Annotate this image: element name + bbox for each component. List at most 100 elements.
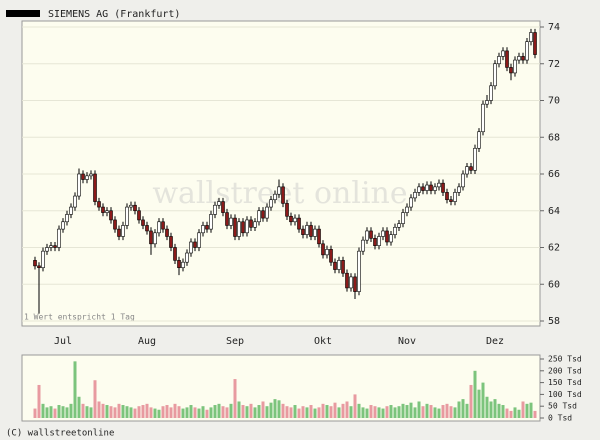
volume-bar [377, 407, 381, 418]
candle-body [365, 230, 369, 241]
candle-body [313, 228, 317, 237]
volume-bar [85, 406, 89, 418]
volume-bar [489, 401, 493, 418]
volume-bar [277, 400, 281, 418]
volume-bar [41, 403, 45, 418]
volume-bar [349, 406, 353, 418]
volume-bar [345, 401, 349, 418]
volume-bar [521, 401, 525, 418]
volume-bar [253, 407, 257, 418]
candle-body [97, 201, 101, 208]
y-tick-label: 66 [548, 169, 560, 180]
volume-bar [329, 406, 333, 418]
candle-body [233, 217, 237, 237]
candle-body [353, 276, 357, 292]
volume-bar [437, 408, 441, 418]
candle-body [361, 239, 365, 252]
volume-bar [413, 407, 417, 418]
volume-bar [229, 403, 233, 418]
candle-body [253, 221, 257, 228]
volume-bar [141, 405, 145, 418]
volume-bar [313, 408, 317, 418]
x-tick-label: Dez [486, 336, 504, 347]
candle-body [433, 186, 437, 191]
volume-bar [405, 405, 409, 418]
note: 1 Wert entspricht 1 Tag [24, 313, 135, 322]
candle-body [321, 243, 325, 256]
y-tick-label: 60 [548, 279, 560, 290]
vol-tick-label: 50 Tsd [548, 402, 577, 411]
candle-body [169, 236, 173, 248]
volume-bar [61, 406, 65, 418]
candle-body [269, 199, 273, 208]
candle-body [277, 186, 281, 195]
candle-body [261, 210, 265, 219]
volume-bar [221, 406, 225, 418]
volume-bar [161, 406, 165, 418]
candle-body [301, 228, 305, 235]
candle-body [85, 175, 89, 180]
volume-bar [245, 406, 249, 418]
candle-body [441, 182, 445, 193]
candle-body [121, 225, 125, 237]
candle-body [217, 201, 221, 206]
volume-bar [77, 396, 81, 418]
vol-tick-label: 150 Tsd [548, 378, 582, 387]
candle-body [221, 201, 225, 213]
candle-body [45, 247, 49, 252]
x-tick-label: Aug [138, 336, 156, 347]
y-tick-label: 68 [548, 132, 560, 143]
volume-bar [321, 403, 325, 418]
volume-bar [73, 361, 77, 418]
volume-bar [441, 405, 445, 418]
volume-bar [361, 407, 365, 418]
candle-body [477, 131, 481, 149]
candle-body [525, 41, 529, 61]
volume-bar [213, 405, 217, 418]
volume-bar [289, 407, 293, 418]
volume-bar [453, 407, 457, 418]
candle-body [489, 85, 493, 101]
footer: (C) wallstreetonline [6, 429, 114, 439]
candle-body [341, 260, 345, 274]
candle-body [213, 204, 217, 215]
volume-bar [81, 403, 85, 418]
volume-bar [513, 407, 517, 418]
volume-bar [117, 403, 121, 418]
candle-body [229, 217, 233, 226]
candle-body [317, 228, 321, 245]
volume-bar [233, 379, 237, 418]
volume-bar [525, 403, 529, 418]
candle-body [325, 249, 329, 256]
candle-body [165, 228, 169, 237]
candle-body [377, 236, 381, 246]
candle-body [405, 206, 409, 213]
vol-tick-label: 0 Tsd [548, 414, 572, 423]
volume-bar [109, 406, 113, 418]
volume-bar [481, 382, 485, 418]
candle-body [245, 219, 249, 234]
candle-body [225, 212, 229, 226]
vol-tick-label: 250 Tsd [548, 355, 582, 364]
candle-body [305, 225, 309, 235]
candle-body [309, 225, 313, 237]
volume-bar [365, 408, 369, 418]
volume-bar [469, 384, 473, 418]
candle-body [249, 219, 253, 228]
volume-bar [133, 408, 137, 418]
volume-bar [53, 408, 57, 418]
volume-bar [357, 403, 361, 418]
candle-body [81, 173, 85, 180]
candle-body [417, 186, 421, 193]
volume-bar [293, 405, 297, 418]
candle-body [133, 204, 137, 212]
volume-bar [149, 407, 153, 418]
candle-body [373, 238, 377, 246]
candle-body [33, 260, 37, 267]
candle-body [513, 59, 517, 74]
volume-bar [205, 409, 209, 418]
candle-body [357, 250, 361, 292]
volume-bar [337, 407, 341, 418]
volume-bar [433, 407, 437, 418]
volume-bar [501, 405, 505, 418]
